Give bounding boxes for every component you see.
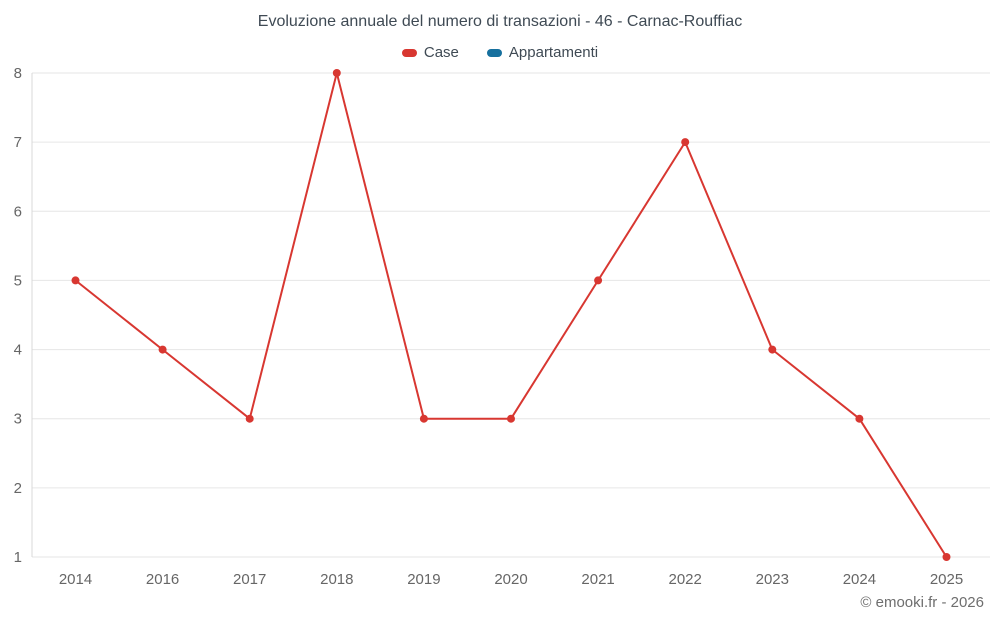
case-legend-swatch-icon bbox=[401, 48, 417, 57]
svg-text:2018: 2018 bbox=[320, 571, 353, 588]
legend-item-case-label: Case bbox=[423, 44, 459, 61]
svg-text:4: 4 bbox=[14, 342, 22, 359]
legend-item-appartamenti[interactable]: Appartamenti bbox=[486, 44, 599, 61]
chart-title: Evoluzione annuale del numero di transaz… bbox=[257, 13, 743, 30]
svg-text:2022: 2022 bbox=[669, 571, 702, 588]
appartamenti-legend-swatch-icon bbox=[486, 48, 502, 57]
chart-legend: Case Appartamenti bbox=[0, 44, 1000, 61]
svg-text:2: 2 bbox=[14, 480, 22, 497]
svg-text:1: 1 bbox=[14, 549, 22, 566]
svg-text:2017: 2017 bbox=[233, 571, 266, 588]
legend-item-case[interactable]: Case bbox=[401, 44, 459, 61]
svg-text:6: 6 bbox=[14, 203, 22, 220]
svg-text:2014: 2014 bbox=[59, 571, 92, 588]
svg-text:3: 3 bbox=[14, 411, 22, 428]
copyright-text: © emooki.fr - 2026 bbox=[860, 594, 984, 611]
svg-text:8: 8 bbox=[14, 65, 22, 82]
svg-text:2023: 2023 bbox=[756, 571, 789, 588]
svg-text:7: 7 bbox=[14, 134, 22, 151]
svg-text:2024: 2024 bbox=[843, 571, 876, 588]
svg-text:2016: 2016 bbox=[146, 571, 179, 588]
legend-item-appartamenti-label: Appartamenti bbox=[508, 44, 599, 61]
svg-text:5: 5 bbox=[14, 272, 22, 289]
svg-text:2021: 2021 bbox=[581, 571, 614, 588]
svg-text:2020: 2020 bbox=[494, 571, 527, 588]
svg-text:2025: 2025 bbox=[930, 571, 963, 588]
svg-text:2019: 2019 bbox=[407, 571, 440, 588]
